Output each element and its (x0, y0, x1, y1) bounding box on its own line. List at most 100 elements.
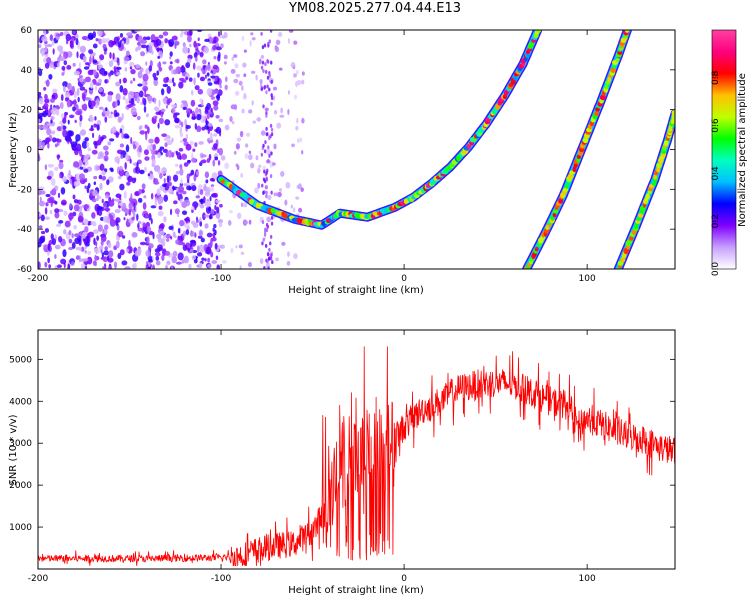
noise-speck (234, 63, 239, 69)
noise-speck (261, 183, 264, 188)
noise-speck (146, 95, 153, 102)
noise-speck (72, 30, 76, 35)
noise-speck (196, 125, 202, 133)
noise-speck (119, 249, 125, 256)
noise-speck (250, 32, 254, 36)
noise-speck (107, 91, 114, 96)
noise-speck (290, 204, 293, 209)
noise-speck (63, 229, 67, 235)
noise-speck (118, 205, 121, 209)
noise-speck (265, 170, 268, 175)
noise-speck (206, 87, 213, 96)
noise-speck (120, 154, 124, 159)
noise-speck (268, 153, 271, 158)
noise-speck (139, 125, 143, 130)
noise-speck (187, 247, 191, 252)
noise-speck (174, 43, 177, 49)
noise-speck (180, 121, 184, 128)
noise-speck (258, 164, 262, 168)
noise-speck (52, 48, 55, 55)
noise-speck (193, 77, 196, 86)
noise-speck (260, 31, 263, 36)
noise-speck (217, 54, 221, 62)
noise-speck (65, 33, 72, 42)
noise-speck (263, 43, 267, 48)
noise-speck (182, 42, 186, 48)
noise-speck (78, 159, 83, 166)
noise-speck (61, 72, 65, 76)
noise-speck (51, 188, 57, 196)
x-tick-label: -100 (211, 574, 232, 584)
noise-speck (138, 188, 142, 195)
noise-speck (148, 45, 153, 54)
noise-speck (81, 154, 84, 162)
noise-speck (141, 183, 146, 190)
noise-speck (137, 70, 143, 79)
noise-speck (185, 229, 190, 236)
noise-speck (148, 65, 153, 72)
noise-speck (215, 126, 222, 134)
noise-speck (183, 199, 191, 207)
noise-speck (71, 85, 76, 93)
noise-speck (235, 163, 239, 168)
ridge-point (638, 212, 644, 218)
noise-speck (199, 204, 205, 209)
noise-speck (209, 196, 212, 202)
noise-speck (123, 217, 126, 221)
noise-speck (252, 120, 257, 124)
noise-speck (81, 140, 88, 149)
noise-speck (207, 82, 213, 86)
noise-speck (135, 166, 138, 172)
ridge-point (552, 212, 557, 218)
noise-speck (130, 193, 133, 201)
noise-speck (84, 177, 88, 183)
noise-speck (81, 231, 87, 239)
colorbar-tick-label: 0.2 (711, 214, 721, 228)
noise-speck (152, 72, 157, 79)
noise-speck (44, 207, 48, 215)
noise-speck (181, 79, 187, 83)
noise-speck (87, 250, 92, 255)
noise-speck (51, 107, 58, 115)
noise-speck (270, 60, 273, 65)
noise-speck (214, 242, 218, 250)
colorbar-tick-label: 0.6 (711, 118, 721, 133)
noise-speck (45, 79, 50, 87)
noise-speck (276, 122, 282, 129)
noise-speck (296, 79, 302, 86)
noise-speck (267, 41, 270, 46)
noise-speck (129, 61, 135, 67)
noise-speck (210, 96, 216, 100)
noise-speck (69, 114, 75, 119)
noise-speck (161, 133, 168, 138)
noise-speck (196, 30, 203, 33)
noise-speck (273, 110, 278, 115)
noise-speck (207, 122, 213, 127)
noise-speck (231, 56, 234, 61)
noise-speck (214, 156, 219, 161)
snr-series-group (38, 346, 675, 566)
noise-speck (268, 73, 271, 78)
noise-speck (262, 69, 265, 74)
noise-speck (173, 200, 178, 205)
noise-speck (170, 266, 174, 269)
noise-speck (160, 108, 166, 113)
noise-speck (270, 190, 273, 195)
noise-speck (75, 38, 79, 46)
noise-speck (80, 263, 86, 269)
noise-speck (48, 196, 55, 203)
noise-speck (186, 107, 192, 115)
noise-speck (68, 229, 72, 236)
noise-speck (114, 198, 121, 202)
noise-speck (175, 239, 180, 245)
noise-speck (213, 143, 218, 150)
noise-speck (129, 158, 132, 164)
noise-speck (251, 37, 256, 41)
noise-speck (198, 141, 204, 145)
noise-speck (82, 55, 87, 63)
noise-speck (273, 95, 276, 101)
noise-speck (154, 115, 158, 120)
noise-speck (272, 162, 276, 166)
noise-speck (96, 235, 100, 241)
noise-speck (117, 175, 122, 180)
